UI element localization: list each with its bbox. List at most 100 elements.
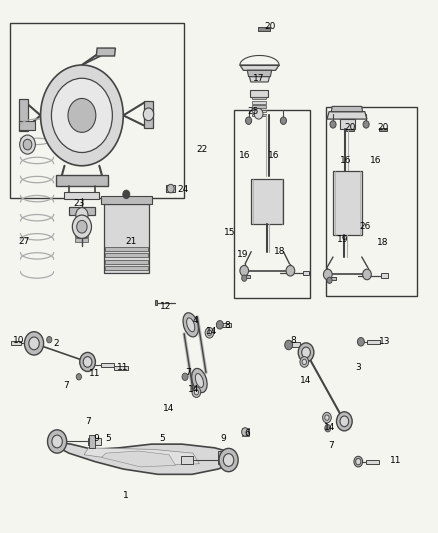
Polygon shape (75, 219, 88, 222)
Circle shape (302, 347, 311, 358)
Polygon shape (218, 451, 224, 464)
Polygon shape (75, 228, 88, 232)
Polygon shape (331, 107, 363, 112)
Polygon shape (88, 438, 101, 445)
Circle shape (340, 416, 349, 426)
Text: 14: 14 (324, 423, 336, 432)
Text: 10: 10 (13, 336, 25, 345)
Polygon shape (303, 271, 309, 275)
Bar (10, 22, 184, 198)
Circle shape (330, 120, 336, 128)
Circle shape (242, 427, 249, 436)
Polygon shape (105, 260, 148, 264)
Polygon shape (75, 238, 88, 241)
Circle shape (143, 108, 154, 120)
Circle shape (51, 78, 113, 152)
Polygon shape (19, 100, 28, 131)
Polygon shape (346, 127, 354, 131)
Circle shape (192, 387, 201, 398)
Polygon shape (327, 112, 367, 119)
Circle shape (29, 337, 39, 350)
Circle shape (205, 327, 214, 338)
Circle shape (223, 454, 234, 466)
Polygon shape (102, 196, 152, 204)
Polygon shape (105, 253, 148, 257)
Circle shape (167, 184, 174, 193)
Polygon shape (114, 366, 127, 370)
Ellipse shape (183, 313, 198, 337)
Circle shape (52, 435, 62, 448)
Polygon shape (252, 101, 266, 104)
Polygon shape (366, 459, 379, 464)
Polygon shape (242, 427, 249, 436)
Circle shape (77, 220, 87, 233)
Circle shape (325, 415, 329, 420)
Circle shape (20, 135, 35, 154)
Polygon shape (242, 275, 251, 278)
Circle shape (68, 99, 96, 132)
Text: 14: 14 (206, 327, 218, 336)
Circle shape (80, 352, 95, 372)
Text: 18: 18 (376, 238, 388, 247)
Polygon shape (84, 448, 199, 465)
Text: 24: 24 (178, 185, 189, 194)
Polygon shape (49, 441, 237, 474)
Text: 3: 3 (355, 363, 361, 372)
Polygon shape (166, 185, 176, 192)
Circle shape (286, 265, 295, 276)
Polygon shape (240, 65, 279, 70)
Polygon shape (252, 106, 266, 108)
Text: 16: 16 (268, 151, 279, 160)
Polygon shape (247, 70, 272, 77)
Circle shape (242, 275, 247, 281)
Text: 22: 22 (196, 146, 207, 155)
Text: 19: 19 (337, 236, 349, 245)
Polygon shape (96, 48, 116, 56)
Polygon shape (327, 277, 336, 280)
Circle shape (41, 65, 123, 166)
Text: 21: 21 (125, 237, 137, 246)
Circle shape (182, 373, 188, 381)
Text: 17: 17 (253, 74, 265, 83)
Circle shape (246, 117, 252, 124)
Circle shape (207, 330, 212, 335)
Circle shape (72, 215, 92, 238)
Circle shape (76, 374, 81, 380)
Circle shape (325, 424, 331, 432)
Text: 5: 5 (159, 434, 165, 443)
Circle shape (336, 412, 352, 431)
Circle shape (357, 337, 364, 346)
Circle shape (25, 332, 44, 355)
Polygon shape (105, 266, 148, 270)
Circle shape (47, 430, 67, 453)
Circle shape (285, 340, 293, 350)
Text: 6: 6 (244, 429, 250, 438)
Circle shape (219, 448, 238, 472)
Polygon shape (155, 301, 157, 305)
Ellipse shape (192, 368, 207, 393)
Text: 9: 9 (220, 434, 226, 443)
Polygon shape (89, 435, 95, 448)
Polygon shape (333, 171, 362, 235)
Polygon shape (11, 341, 21, 345)
Circle shape (83, 357, 92, 367)
Polygon shape (250, 77, 269, 82)
Text: 14: 14 (163, 404, 175, 413)
Text: 16: 16 (340, 156, 352, 165)
Circle shape (322, 413, 331, 423)
Text: 27: 27 (18, 237, 30, 246)
Circle shape (240, 265, 249, 276)
Polygon shape (251, 91, 268, 97)
Text: 13: 13 (378, 337, 390, 346)
Circle shape (300, 357, 309, 367)
Text: 9: 9 (93, 434, 99, 443)
Polygon shape (291, 342, 300, 347)
Circle shape (254, 109, 263, 119)
Bar (234, 110, 311, 298)
Text: 7: 7 (186, 368, 191, 377)
Text: 20: 20 (345, 123, 356, 132)
Bar (325, 108, 417, 296)
Polygon shape (340, 119, 355, 128)
Text: 14: 14 (188, 385, 199, 394)
Text: 8: 8 (225, 321, 230, 330)
